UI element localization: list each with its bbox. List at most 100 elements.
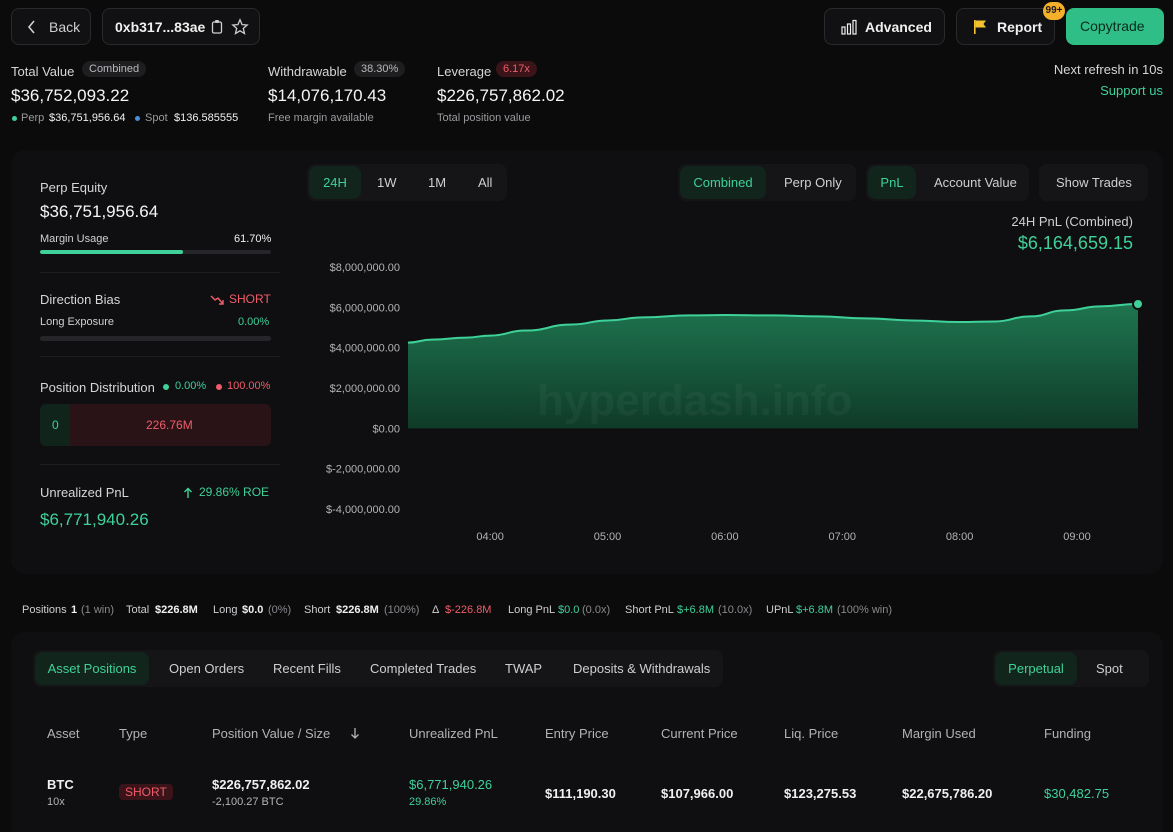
- margin-usage-bar: [40, 250, 271, 254]
- position-dist-short: 100.00%: [227, 380, 271, 392]
- withdrawable-label: Withdrawable: [268, 64, 347, 79]
- leverage-sub: Total position value: [437, 112, 531, 124]
- divider: [40, 464, 280, 465]
- y-tick-label: $8,000,000.00: [330, 262, 400, 274]
- liq-price: $123,275.53: [784, 786, 857, 801]
- position-tabs: Asset Positions Open Orders Recent Fills…: [33, 650, 723, 687]
- report-button[interactable]: Report 99+: [956, 2, 1065, 45]
- entry-price: $111,190.30: [545, 786, 616, 801]
- short-pnl-sub: (10.0x): [718, 604, 753, 616]
- back-label: Back: [49, 19, 81, 35]
- col-margin-used[interactable]: Margin Used: [902, 726, 976, 741]
- col-liq-price[interactable]: Liq. Price: [784, 726, 839, 741]
- long-label: Long: [213, 604, 238, 616]
- back-button[interactable]: Back: [11, 8, 91, 45]
- long-sub: (0%): [268, 604, 292, 616]
- tab-1m[interactable]: 1M: [428, 175, 447, 190]
- show-trades-button[interactable]: Show Trades: [1039, 164, 1148, 201]
- total-value: $226.8M: [155, 604, 198, 616]
- show-trades-label: Show Trades: [1056, 175, 1132, 190]
- col-entry-price[interactable]: Entry Price: [545, 726, 609, 741]
- upnl-value: $6,771,940.26: [409, 777, 493, 792]
- copy-icon[interactable]: [211, 19, 223, 40]
- positions-value: 1: [71, 604, 78, 616]
- address-chip: 0xb317...83ae: [102, 8, 260, 45]
- positions-label: Positions: [22, 604, 67, 616]
- divider: [40, 356, 280, 357]
- short-dot: [216, 384, 222, 390]
- x-tick-label: 07:00: [828, 531, 856, 543]
- pnl-current-point[interactable]: [1132, 298, 1144, 311]
- current-price: $107,966.00: [661, 786, 734, 801]
- y-tick-label: $4,000,000.00: [330, 343, 400, 355]
- tab-asset-positions[interactable]: Asset Positions: [35, 652, 149, 685]
- y-tick-label: $-2,000,000.00: [326, 464, 400, 476]
- col-unrealized-pnl[interactable]: Unrealized PnL: [409, 726, 498, 741]
- tab-1w[interactable]: 1W: [377, 175, 397, 190]
- tab-completed-trades[interactable]: Completed Trades: [370, 661, 477, 676]
- tab-pnl[interactable]: PnL: [868, 166, 916, 199]
- col-position-value[interactable]: Position Value / Size: [212, 726, 331, 741]
- col-funding[interactable]: Funding: [1044, 726, 1091, 741]
- long-pnl-label: Long PnL: [508, 604, 556, 616]
- notification-badge: 99+: [1043, 2, 1065, 20]
- tab-twap[interactable]: TWAP: [505, 661, 543, 676]
- col-current-price[interactable]: Current Price: [661, 726, 738, 741]
- x-tick-label: 09:00: [1063, 531, 1091, 543]
- leverage-value: $226,757,862.02: [437, 86, 565, 105]
- margin-used: $22,675,786.20: [902, 786, 993, 801]
- tab-deposits-withdrawals[interactable]: Deposits & Withdrawals: [573, 661, 711, 676]
- pnl-line: [407, 303, 1139, 344]
- wallet-address: 0xb317...83ae: [115, 19, 206, 35]
- upnl-pct: 29.86%: [409, 796, 447, 808]
- total-label: Total: [126, 604, 150, 616]
- tab-perp-only[interactable]: Perp Only: [784, 175, 842, 190]
- tab-account-value[interactable]: Account Value: [934, 175, 1017, 190]
- tab-perpetual[interactable]: Perpetual: [995, 652, 1077, 685]
- margin-usage-value: 61.70%: [234, 233, 272, 245]
- position-value: $226,757,862.02: [212, 777, 310, 792]
- short-pnl-label: Short PnL: [625, 604, 674, 616]
- pnl-title: 24H PnL (Combined): [1011, 214, 1133, 229]
- total-value: $36,752,093.22: [11, 86, 130, 105]
- table-row[interactable]: BTC 10x SHORT $226,757,862.02 -2,100.27 …: [11, 762, 1163, 832]
- sort-down-icon[interactable]: [350, 727, 360, 745]
- position-type-badge: SHORT: [119, 784, 173, 800]
- combined-badge[interactable]: Combined: [82, 61, 147, 77]
- tab-combined[interactable]: Combined: [680, 166, 766, 199]
- position-dist-bar: 0 226.76M: [40, 404, 271, 446]
- asset-leverage: 10x: [47, 796, 65, 808]
- withdrawable-sub: Free margin available: [268, 112, 374, 124]
- copytrade-button[interactable]: Copytrade: [1066, 8, 1164, 45]
- perp-dot: [12, 116, 17, 121]
- long-exposure-bar: [40, 336, 271, 341]
- unrealized-label: Unrealized PnL: [40, 485, 129, 500]
- tab-recent-fills[interactable]: Recent Fills: [273, 661, 341, 676]
- direction-bias-value: SHORT: [229, 292, 271, 306]
- col-type[interactable]: Type: [119, 726, 148, 741]
- support-link[interactable]: Support us: [1100, 83, 1163, 98]
- unrealized-roe: 29.86% ROE: [199, 485, 270, 499]
- withdrawable-section: Withdrawable 38.30% $14,076,170.43 Free …: [268, 60, 428, 130]
- tab-24h[interactable]: 24H: [309, 166, 361, 199]
- overview-card: Perp Equity $36,751,956.64 Margin Usage …: [11, 150, 1163, 574]
- left-panel: Perp Equity $36,751,956.64 Margin Usage …: [11, 150, 289, 574]
- leverage-badge: 6.17x: [496, 61, 537, 77]
- perp-label: Perp: [21, 112, 45, 124]
- spot-value: $136.585555: [174, 112, 239, 124]
- tab-spot[interactable]: Spot: [1096, 661, 1123, 676]
- col-asset[interactable]: Asset: [47, 726, 80, 741]
- unrealized-value: $6,771,940.26: [40, 510, 149, 529]
- spot-label: Spot: [145, 112, 168, 124]
- tab-all[interactable]: All: [478, 175, 493, 190]
- x-tick-label: 04:00: [476, 531, 504, 543]
- advanced-button[interactable]: Advanced: [824, 8, 945, 45]
- star-icon[interactable]: [231, 18, 249, 41]
- long-dot: [163, 384, 169, 390]
- copytrade-label: Copytrade: [1080, 18, 1145, 34]
- tab-open-orders[interactable]: Open Orders: [169, 661, 245, 676]
- upnl-label: UPnL: [766, 604, 794, 616]
- delta-value: $-226.8M: [445, 604, 492, 616]
- upnl-sub: (100% win): [837, 604, 893, 616]
- withdrawable-pct-badge: 38.30%: [354, 61, 406, 77]
